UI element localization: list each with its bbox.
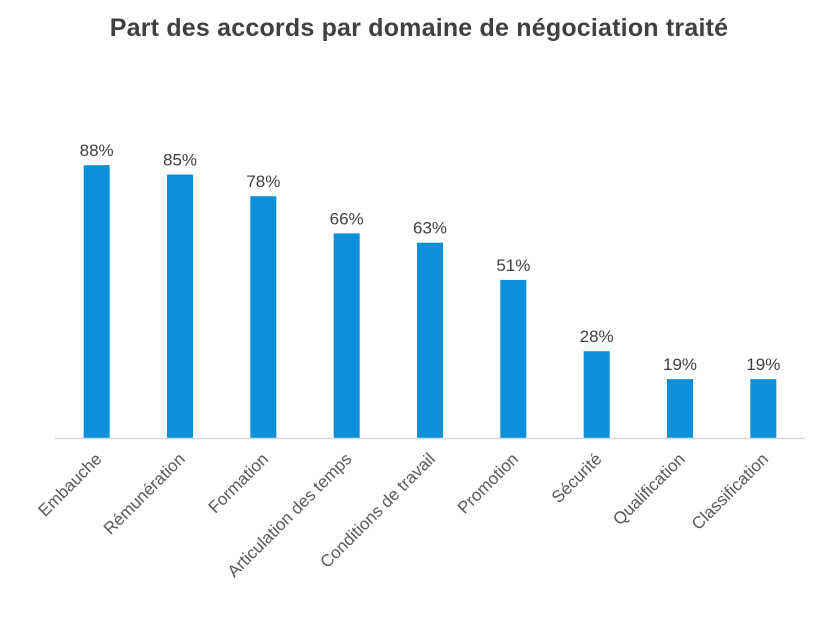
x-tick-label-1: Rémunération xyxy=(100,449,189,538)
data-label-2: 78% xyxy=(246,172,280,191)
bar-7 xyxy=(667,379,693,438)
data-label-7: 19% xyxy=(663,355,697,374)
x-tick-label-0: Embauche xyxy=(35,449,106,520)
data-label-5: 51% xyxy=(496,256,530,275)
bar-4 xyxy=(417,242,443,438)
x-tick-label-2: Formation xyxy=(205,449,273,517)
data-label-6: 28% xyxy=(580,327,614,346)
x-tick-label-6: Sécurité xyxy=(548,449,606,507)
bar-1 xyxy=(167,174,193,438)
bar-6 xyxy=(583,351,610,438)
x-tick-label-7: Qualification xyxy=(609,449,689,529)
x-tick-label-5: Promotion xyxy=(454,449,522,517)
data-label-4: 63% xyxy=(413,219,447,238)
bar-3 xyxy=(333,233,360,438)
data-label-3: 66% xyxy=(330,209,364,228)
chart-title: Part des accords par domaine de négociat… xyxy=(109,14,729,42)
bar-5 xyxy=(500,279,527,438)
data-label-1: 85% xyxy=(163,151,197,170)
data-label-8: 19% xyxy=(746,355,780,374)
bar-0 xyxy=(83,165,110,438)
bar-8 xyxy=(750,379,777,438)
bar-2 xyxy=(250,196,277,438)
data-label-0: 88% xyxy=(80,141,114,160)
x-tick-label-8: Classification xyxy=(688,449,772,533)
